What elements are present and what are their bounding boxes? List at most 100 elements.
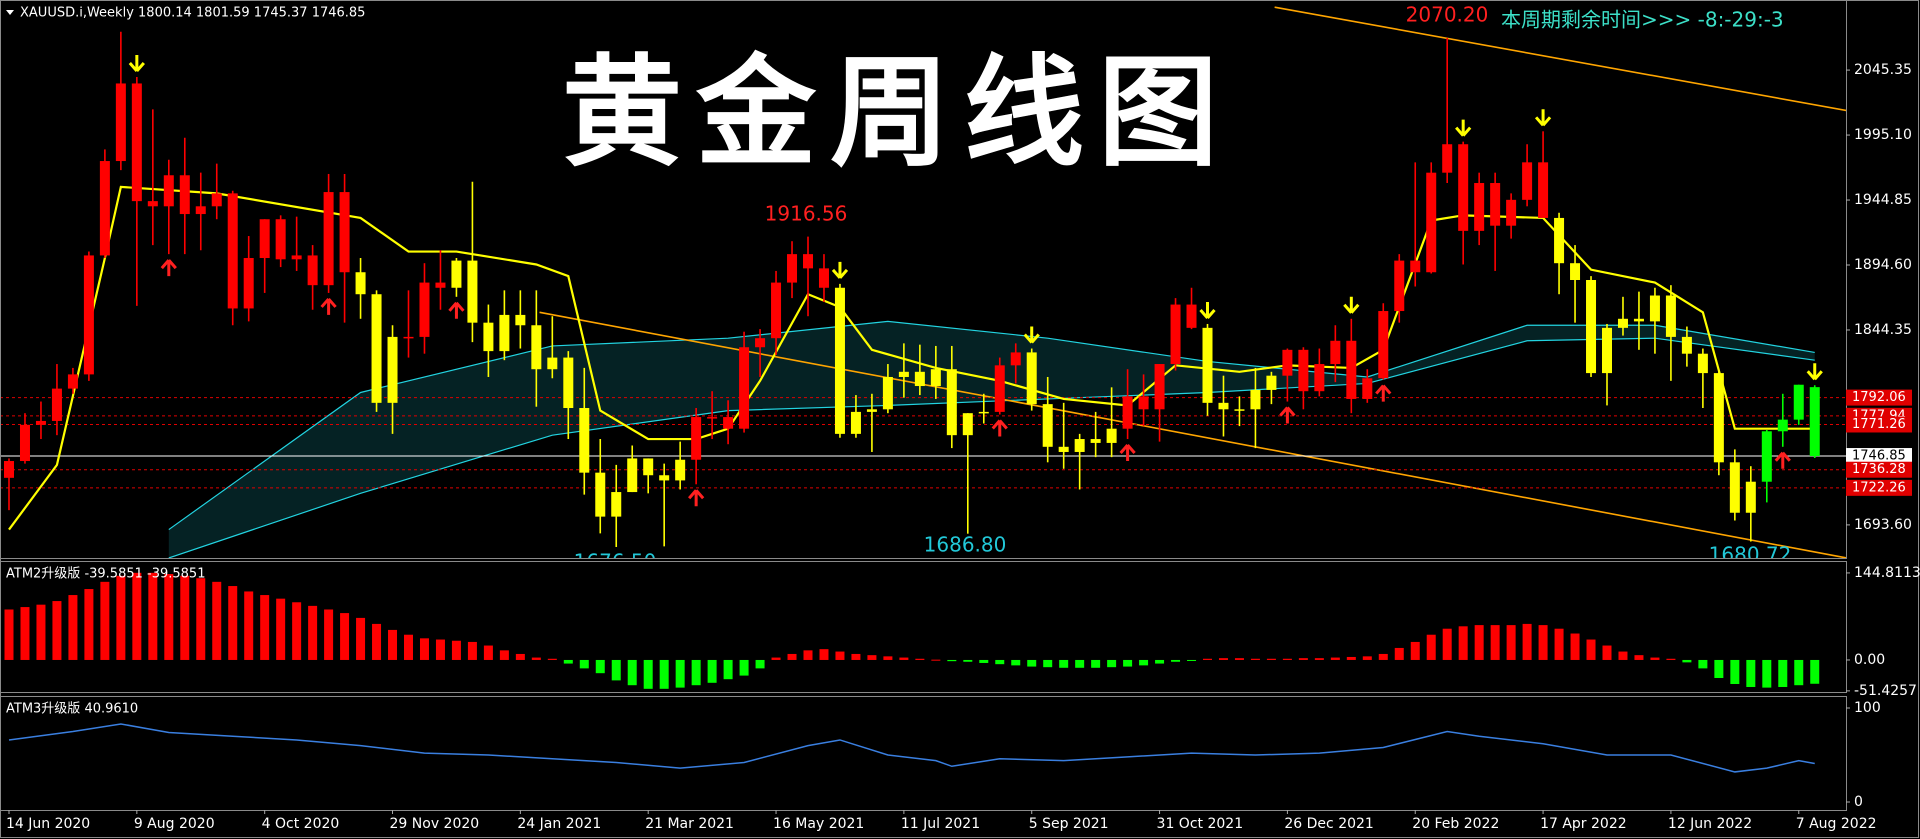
candle-body <box>1058 446 1069 452</box>
candle-body <box>19 424 30 462</box>
candle-body <box>515 314 526 326</box>
candle-body <box>563 357 574 409</box>
histogram-bar <box>531 657 541 660</box>
histogram-bar <box>36 604 46 660</box>
price-annotation: 1676.50 <box>574 550 657 574</box>
histogram-bar <box>1091 659 1101 668</box>
candle-body <box>691 417 702 460</box>
price-annotation: 1916.56 <box>765 202 848 226</box>
candle-body <box>946 369 957 436</box>
histogram-bar <box>1139 659 1149 666</box>
histogram-bar <box>483 645 493 660</box>
histogram-bar <box>435 639 445 660</box>
histogram-bar <box>947 659 957 662</box>
candle-body <box>243 258 254 309</box>
histogram-bar <box>1362 656 1372 660</box>
histogram-bar <box>1059 659 1069 668</box>
x-tick-label: 31 Oct 2021 <box>1157 816 1244 832</box>
histogram-bar <box>467 641 477 660</box>
histogram-bar <box>1586 639 1596 660</box>
histogram-bar <box>595 659 605 674</box>
y-tick-label: -51.4257 <box>1854 683 1917 699</box>
histogram-bar <box>1682 659 1692 663</box>
candle-body <box>1586 280 1597 374</box>
histogram-bar <box>1234 658 1244 660</box>
candle-body <box>643 458 654 476</box>
buy-arrow <box>991 419 1008 437</box>
sell-arrow <box>1455 119 1472 137</box>
histogram-bar <box>643 659 653 689</box>
candle-body <box>435 282 446 288</box>
candle-body <box>1234 409 1245 411</box>
y-tick-label: 0 <box>1854 794 1863 810</box>
candle-body <box>51 388 62 421</box>
buy-arrow <box>160 259 177 277</box>
candle-body <box>1250 389 1261 410</box>
candle-body <box>675 459 686 481</box>
candle-body <box>803 254 813 269</box>
candle-body <box>1266 375 1277 390</box>
candle-body <box>339 192 350 273</box>
candle-body <box>115 83 126 162</box>
candle-body <box>419 282 430 337</box>
candle-body <box>834 287 845 434</box>
candle-body <box>291 255 302 260</box>
level-label: 1792.06 <box>1852 390 1906 405</box>
candle-body <box>611 492 622 517</box>
x-tick-label: 5 Sep 2021 <box>1029 816 1109 832</box>
histogram-bar <box>148 572 158 660</box>
histogram-bar <box>1442 628 1452 660</box>
histogram-bar <box>1810 659 1820 684</box>
candle-body <box>1378 311 1389 379</box>
histogram-bar <box>1698 659 1708 669</box>
histogram-bar <box>404 634 413 660</box>
histogram-bar <box>1458 626 1468 660</box>
candle-body <box>898 371 909 377</box>
candle-body <box>1490 183 1501 226</box>
candle-body <box>1665 295 1676 337</box>
histogram-bar <box>1314 658 1324 660</box>
axes: 1792.061777.941771.261746.851736.281722.… <box>6 62 1920 832</box>
indicator-label: ATM3升级版 40.9610 <box>6 702 138 717</box>
histogram-bar <box>1075 659 1085 668</box>
x-tick-label: 20 Feb 2022 <box>1412 816 1499 832</box>
candle-body <box>1570 263 1581 280</box>
price-annotation: 1686.80 <box>924 533 1007 557</box>
candle-body <box>1761 431 1772 482</box>
histogram-bar <box>260 595 270 660</box>
candle-body <box>371 294 382 403</box>
candle-body <box>707 417 718 419</box>
sell-arrow <box>128 54 145 72</box>
histogram-bar <box>212 581 222 660</box>
candle-body <box>1777 419 1788 432</box>
candle-body <box>1090 439 1101 443</box>
level-label: 1746.85 <box>1852 449 1906 464</box>
histogram-bar <box>340 613 350 660</box>
candle-body <box>483 322 494 352</box>
candle-body <box>499 314 510 352</box>
histogram-bar <box>1346 656 1356 660</box>
y-tick-label: 2045.35 <box>1854 62 1912 78</box>
buy-arrow <box>1375 384 1392 402</box>
candle-body <box>1474 183 1485 231</box>
candle-body <box>1538 162 1549 218</box>
candle-body <box>579 408 590 473</box>
sell-arrow <box>1199 301 1216 319</box>
candle-body <box>755 338 766 348</box>
histogram-bar <box>1123 659 1133 667</box>
candle-body <box>1074 439 1085 452</box>
candle-body <box>99 161 110 256</box>
y-tick-label: 1844.35 <box>1854 322 1912 338</box>
histogram-bar <box>292 602 302 660</box>
histogram-bar <box>979 659 989 663</box>
level-label-box <box>1846 479 1912 496</box>
candle-body <box>387 336 398 403</box>
atm3-plot <box>8 723 1815 773</box>
x-tick-label: 26 Dec 2021 <box>1284 816 1373 832</box>
level-label-box <box>1846 416 1912 433</box>
candle-body <box>1186 304 1197 328</box>
candle-body <box>1042 404 1053 447</box>
histogram-bar <box>1410 641 1420 660</box>
histogram-bar <box>899 657 909 660</box>
